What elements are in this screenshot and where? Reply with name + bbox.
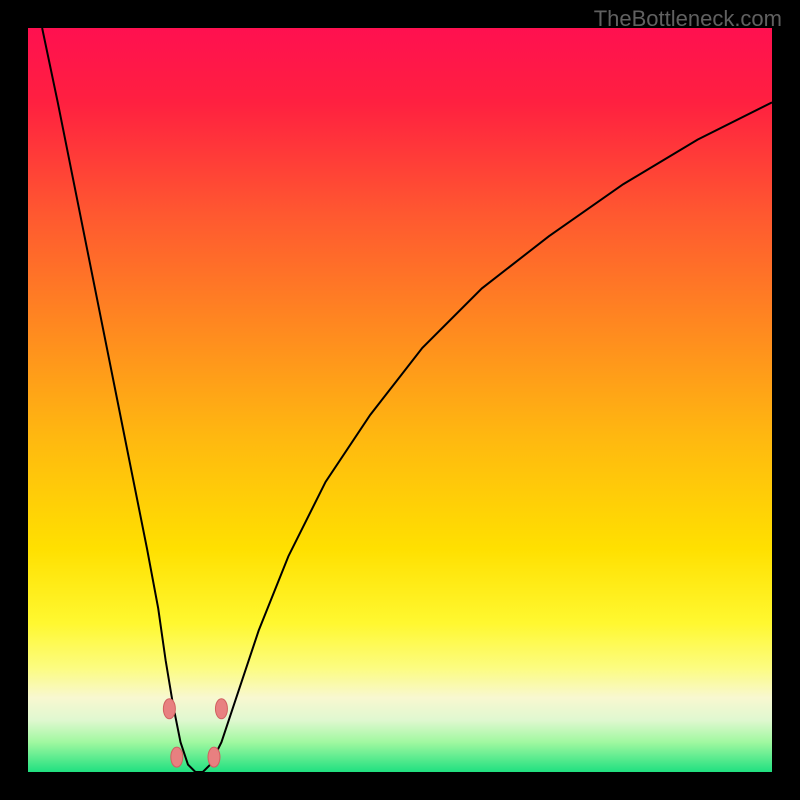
curve-layer xyxy=(28,28,772,772)
curve-marker xyxy=(171,747,183,767)
bottleneck-curve xyxy=(42,28,772,772)
curve-marker xyxy=(215,699,227,719)
curve-marker xyxy=(163,699,175,719)
watermark-text: TheBottleneck.com xyxy=(594,6,782,32)
curve-marker xyxy=(208,747,220,767)
plot-area xyxy=(28,28,772,772)
chart-frame: TheBottleneck.com xyxy=(0,0,800,800)
curve-markers xyxy=(163,699,227,767)
